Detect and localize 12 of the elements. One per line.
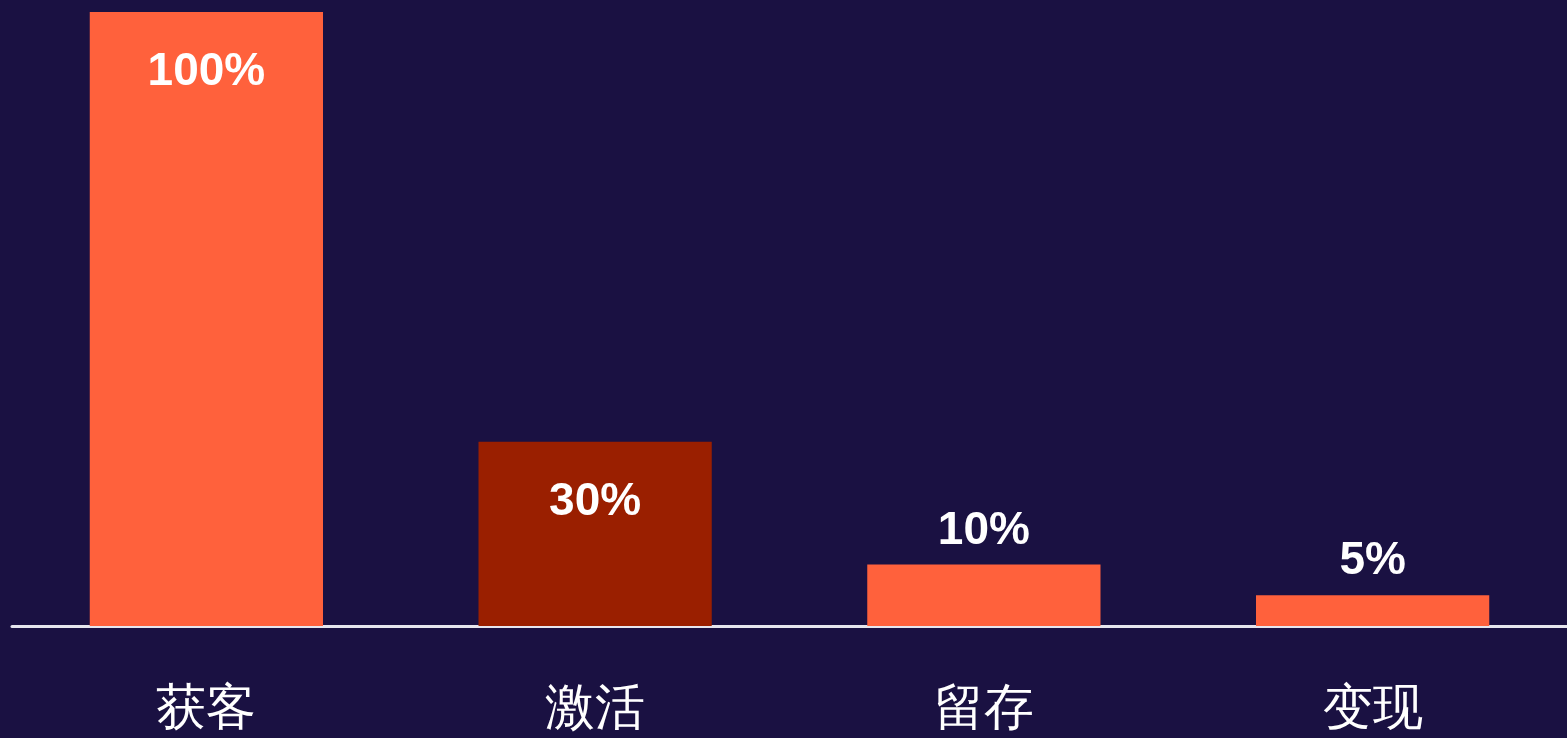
bar <box>478 441 712 626</box>
bar <box>89 12 323 626</box>
data-label: 100% <box>147 43 266 95</box>
bar <box>1256 595 1490 626</box>
x-tick-label: 变现 <box>1322 678 1423 736</box>
data-label: 5% <box>1339 532 1406 585</box>
bar <box>867 564 1101 626</box>
data-label: 30% <box>549 472 642 525</box>
x-tick-label: 获客 <box>156 678 257 736</box>
x-tick-label: 激活 <box>545 678 646 736</box>
x-tick-label: 留存 <box>933 678 1034 736</box>
data-label: 10% <box>937 501 1030 554</box>
